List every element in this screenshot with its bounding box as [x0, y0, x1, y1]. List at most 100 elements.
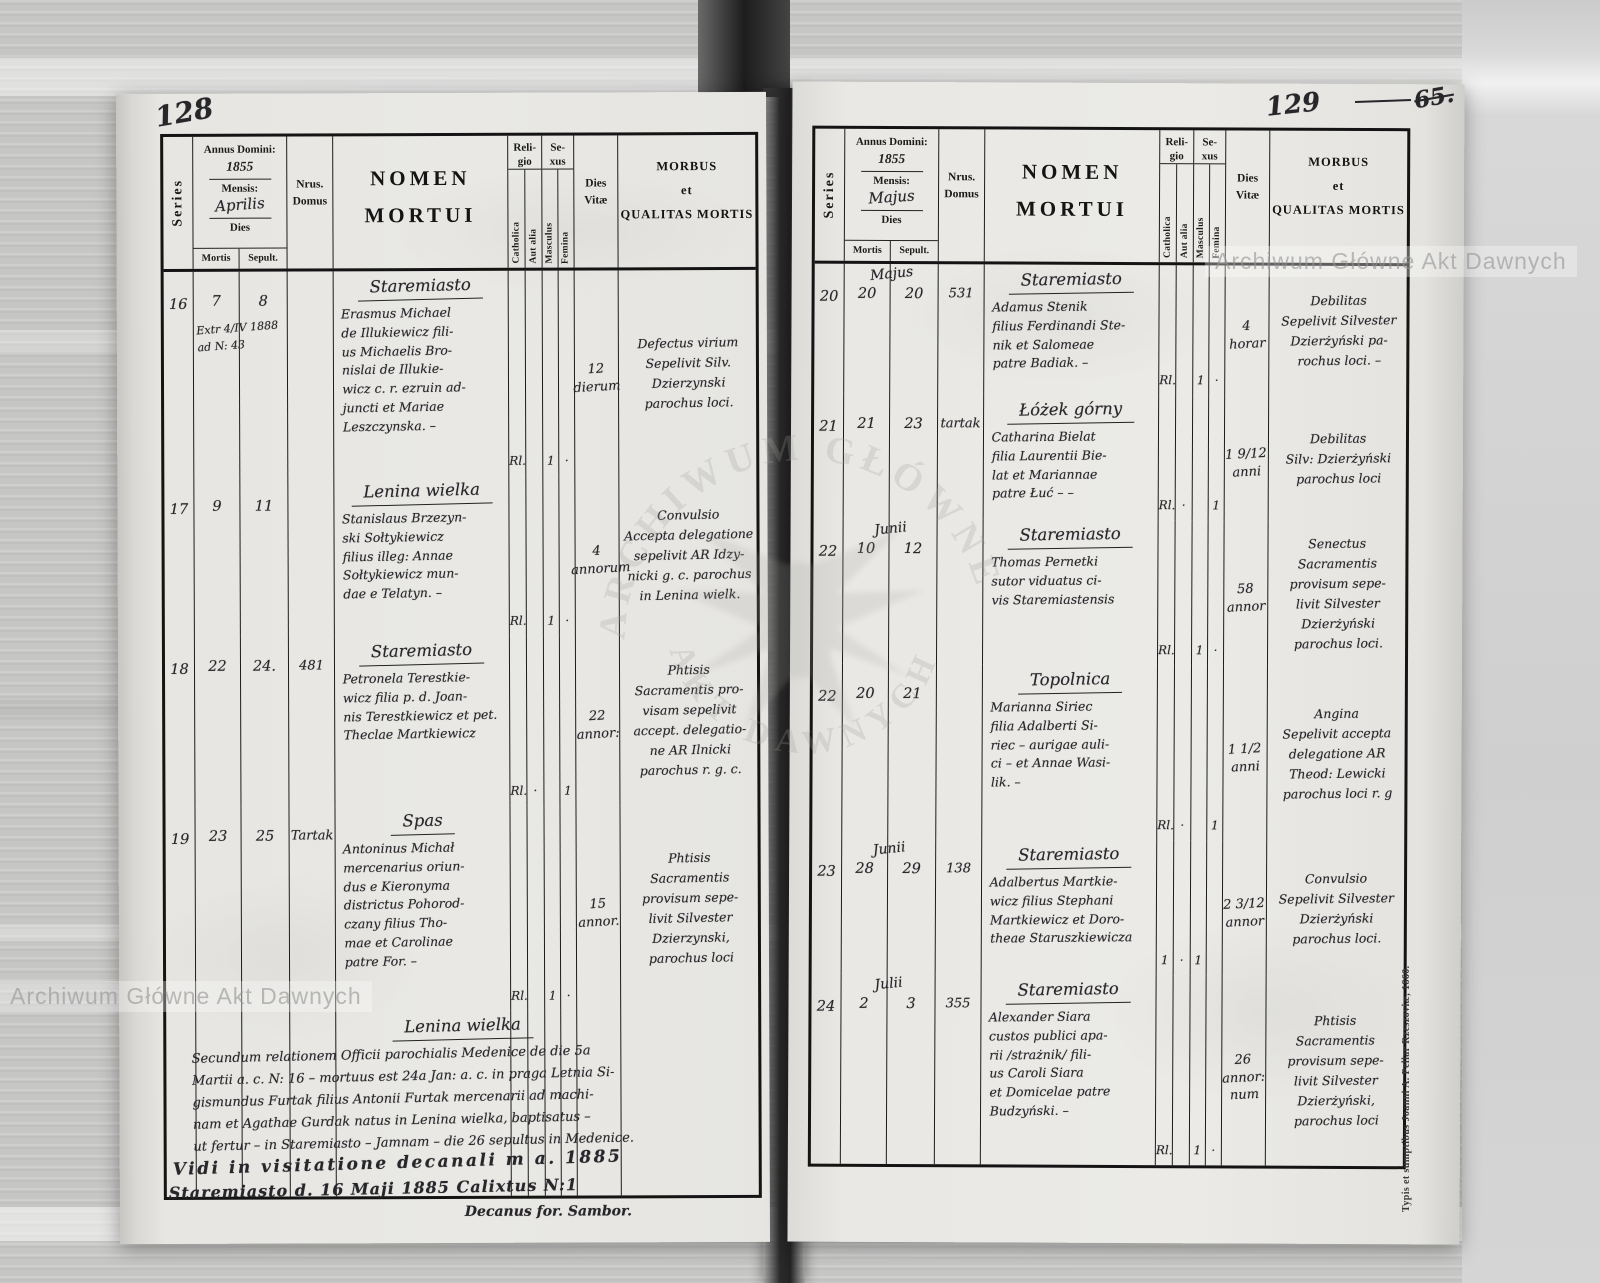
entry-place-heading: Łóżek górny — [1007, 398, 1135, 425]
table-row: 16 7 Extr 4/IV 1888 ad N: 43 8 Staremias… — [163, 270, 757, 477]
cell-catholica: Rl. — [509, 635, 528, 806]
cell-dies-sepult: 21 — [888, 663, 937, 840]
header-cell-dies-vitae: Dies Vitæ — [1225, 130, 1271, 263]
cell-catholica: 1 — [1156, 840, 1175, 976]
religio-label: Reli- gio — [1160, 130, 1194, 165]
cell-catholica: Rl. — [508, 270, 527, 476]
catholica-label: Catholica — [511, 221, 522, 264]
cell-nomen: Staremiasto Alexander Siara custos publi… — [980, 974, 1157, 1166]
cell-series: 17 — [164, 476, 195, 637]
cell-aut-alia: · — [1175, 395, 1194, 521]
cell-aut-alia — [527, 805, 546, 1011]
entry-series-number: 23 — [817, 863, 836, 880]
femina-subcell: Femina — [558, 170, 574, 268]
dies-vitae-label: Dies Vitæ — [1235, 172, 1260, 202]
cell-dies-sepult: 20 — [890, 263, 939, 395]
cell-catholica: Rl. — [1155, 975, 1174, 1166]
entry-femina-mark: 1 — [1212, 498, 1221, 513]
catholica-subcell: Catholica — [508, 169, 526, 268]
cell-morbus: Senectus Sacramentis provisum sepe- livi… — [1268, 521, 1406, 667]
aut-alia-subcell: Aut alia — [525, 170, 542, 268]
entry-religio-mark: Rl. — [1155, 1143, 1173, 1158]
year-value: 1855 — [226, 158, 254, 174]
cell-dies-vitae: 15 annor. — [576, 805, 622, 1011]
entry-place-heading: Topolnica — [1017, 668, 1123, 695]
entry-place-heading: Staremiasto — [1005, 978, 1132, 1005]
cell-aut-alia: · — [1173, 840, 1192, 976]
cell-series: 23 — [811, 838, 843, 974]
header-cell-nomen: NOMEN MORTUI — [333, 135, 509, 269]
entry-sepult-day: 11 — [254, 498, 274, 515]
cell-dies-vitae: 4 annorum — [571, 475, 631, 636]
scribble-number: 65. — [1411, 80, 1457, 115]
table-row: 23 Junii 28 29 138 Staremiasto Adalbertu… — [811, 838, 1405, 977]
month-handwritten: Majus — [867, 186, 916, 208]
cell-series: 21 — [813, 393, 845, 519]
catholica-subcell: Catholica — [1159, 164, 1177, 263]
entry-sepult-day: 21 — [903, 686, 922, 703]
month-handwritten: Aprilis — [214, 193, 266, 216]
entry-morbus-text: Debilitas Silv: Dzierżyński parochus loc… — [1285, 430, 1392, 486]
cell-nomen: Staremiasto Petronela Terestkie- wicz fi… — [334, 635, 511, 807]
cell-morbus: Phtisis Sacramentis provisum sepe- livit… — [620, 805, 758, 1010]
note-place-heading: Lenina wielka — [391, 1014, 533, 1042]
cell-masculus: 1 — [542, 270, 560, 476]
cell-series: 20 — [814, 263, 845, 394]
series-label: Series — [169, 179, 185, 227]
divider — [860, 209, 923, 212]
cell-series: 22 — [812, 663, 843, 839]
cell-masculus: 1 — [1191, 520, 1209, 666]
cell-series: 22 — [812, 518, 844, 664]
cell-masculus — [543, 635, 561, 806]
masculus-subcell: Masculus — [542, 169, 559, 268]
year-value: 1855 — [878, 150, 906, 167]
cell-aut-alia: · — [526, 635, 545, 806]
cell-dies-vitae: 1 1/2 anni — [1223, 665, 1268, 841]
aut-alia-label: Aut alia — [528, 228, 539, 264]
entry-house-number — [288, 476, 333, 498]
entry-house-number: 355 — [945, 996, 971, 1012]
header-cell-sexus: Se- xus Masculus Femina — [542, 135, 575, 268]
entry-name: Alexander Siara custos publici apa- rii … — [988, 1008, 1111, 1119]
cell-dies-vitae: 58 annor — [1223, 520, 1269, 666]
entry-mortis-day: 7 — [211, 293, 221, 310]
entry-dies-vitae: 58 annor — [1226, 581, 1266, 615]
entry-masculus-mark: 1 — [1195, 643, 1204, 658]
entry-femina-mark: · — [564, 453, 569, 468]
header-cell-dates: Annus Domini: 1855 Mensis: Majus Dies Mo… — [844, 128, 940, 262]
cell-dies-vitae: 2 3/12 annor — [1222, 840, 1268, 976]
cell-dies-sepult: 12 — [888, 518, 938, 665]
cell-morbus: Defectus virium Sepelivit Silv. Dzierzyn… — [619, 270, 757, 475]
entry-house-number — [288, 271, 333, 293]
header-cell-morbus: MORBUS et QUALITAS MORTIS — [618, 135, 755, 267]
entry-series-number: 21 — [819, 418, 838, 435]
entry-religio-mark: Rl. — [1159, 373, 1176, 388]
cell-masculus: 1 — [1189, 975, 1207, 1166]
entry-femina-mark: · — [566, 988, 571, 1003]
table-header: Series Annus Domini: 1855 Mensis: Aprili… — [163, 134, 756, 272]
cell-nrus-domus: 481 — [288, 636, 336, 807]
entry-dies-vitae: 4 annorum — [570, 543, 631, 578]
cell-series: 24 — [810, 973, 842, 1164]
cell-aut-alia — [526, 475, 544, 636]
divider — [208, 217, 271, 219]
cell-dies-sepult: 24. — [240, 636, 290, 807]
nomen-mortui-title: NOMEN MORTUI — [364, 165, 477, 228]
entry-masculus-mark: 1 — [547, 613, 556, 628]
entry-masculus-mark: 1 — [1196, 373, 1205, 388]
entry-morbus-text: Debilitas Sepelivit Silvester Dzierżyńsk… — [1281, 292, 1397, 369]
entry-place-heading: Staremiasto — [1007, 523, 1134, 550]
nomen-mortui-title: NOMEN MORTUI — [1015, 159, 1129, 221]
entry-religio-mark: Rl. — [511, 988, 528, 1003]
cell-aut-alia: · — [1174, 665, 1192, 841]
cell-dies-mortis: Junii 28 — [841, 838, 906, 974]
cell-dies-vitae: 1 9/12 anni — [1224, 395, 1270, 521]
cell-nomen: Topolnica Marianna Siriec filia Adalbert… — [982, 664, 1158, 841]
entry-mortis-day: 22 — [208, 658, 227, 675]
entry-house-number: 138 — [946, 861, 972, 877]
cell-nomen: Lenina wielka Stanislaus Brzezyn- ski So… — [334, 475, 510, 637]
cell-dies-vitae: 26 annor: num — [1221, 975, 1267, 1166]
register-left-page: Series Annus Domini: 1855 Mensis: Aprili… — [115, 91, 771, 1245]
cell-dies-sepult: 29 — [887, 838, 937, 975]
entry-religio-mark: Rl. — [1158, 643, 1175, 658]
